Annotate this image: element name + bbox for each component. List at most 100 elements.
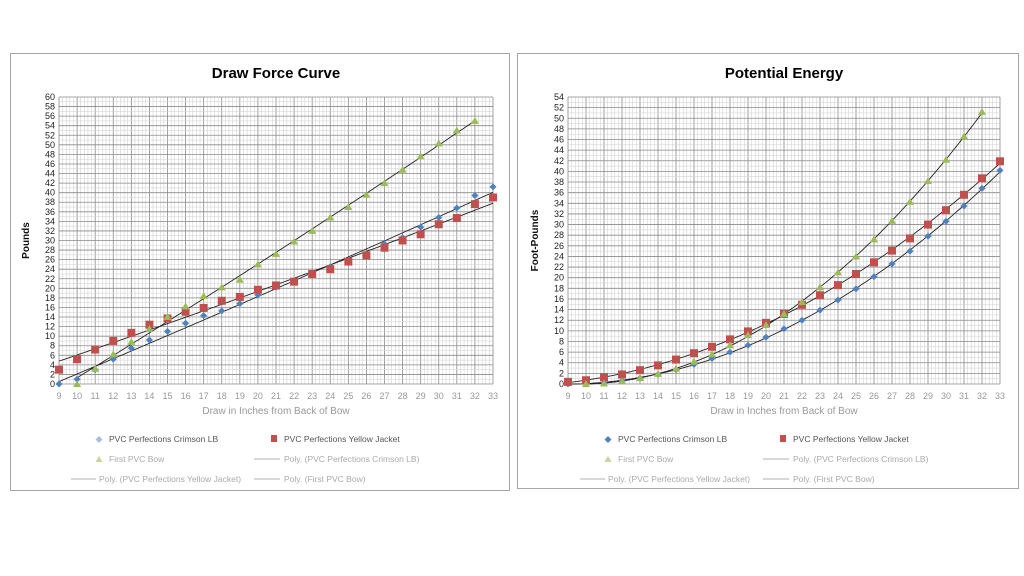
y-tick-label: 8 xyxy=(50,341,55,351)
x-tick-label: 15 xyxy=(671,391,681,401)
x-tick-label: 29 xyxy=(416,391,426,401)
y-tick-label: 56 xyxy=(45,111,55,121)
x-tick-label: 10 xyxy=(72,391,82,401)
y-tick-label: 36 xyxy=(45,207,55,217)
y-tick-label: 32 xyxy=(45,226,55,236)
y-tick-label: 2 xyxy=(559,368,564,378)
legend-yellow: PVC Perfections Yellow Jacket xyxy=(793,434,909,444)
x-tick-label: 25 xyxy=(343,391,353,401)
legend-triangle-icon xyxy=(604,456,612,462)
chart-title: Draw Force Curve xyxy=(212,65,340,82)
y-tick-label: 46 xyxy=(554,135,564,145)
x-tick-label: 13 xyxy=(126,391,136,401)
y-tick-label: 40 xyxy=(554,166,564,176)
legend: PVC Perfections Crimson LB PVC Perfection… xyxy=(580,434,929,484)
x-tick-label: 28 xyxy=(905,391,915,401)
chart-title: Potential Energy xyxy=(725,65,844,82)
x-tick-label: 11 xyxy=(599,391,608,401)
y-tick-label: 10 xyxy=(554,326,564,336)
x-tick-label: 23 xyxy=(307,391,317,401)
y-tick-label: 52 xyxy=(45,130,55,140)
y-tick-label: 30 xyxy=(45,236,55,246)
x-tick-label: 28 xyxy=(398,391,408,401)
y-axis-label: Foot-Pounds xyxy=(530,209,541,271)
legend-triangle-icon xyxy=(95,456,103,462)
draw-force-chart: Draw Force Curve024681012141618202224262… xyxy=(21,65,498,484)
y-tick-label: 50 xyxy=(554,113,564,123)
x-tick-label: 15 xyxy=(162,391,172,401)
x-tick-label: 18 xyxy=(725,391,735,401)
x-axis-label: Draw in Inches from Back of Bow xyxy=(202,406,350,417)
x-axis-label: Draw in Inches from Back of Bow xyxy=(710,406,858,417)
x-tick-label: 9 xyxy=(56,391,61,401)
x-tick-label: 21 xyxy=(779,391,789,401)
legend-poly-first: Poly. (First PVC Bow) xyxy=(793,474,875,484)
y-tick-label: 46 xyxy=(45,159,55,169)
y-tick-label: 48 xyxy=(45,149,55,159)
legend-crimson: PVC Perfections Crimson LB xyxy=(109,434,218,444)
x-tick-label: 23 xyxy=(815,391,825,401)
x-tick-label: 24 xyxy=(325,391,335,401)
x-tick-label: 26 xyxy=(869,391,879,401)
y-tick-label: 50 xyxy=(45,140,55,150)
y-tick-label: 6 xyxy=(50,350,55,360)
y-tick-label: 14 xyxy=(554,305,564,315)
y-tick-label: 32 xyxy=(554,209,564,219)
y-tick-label: 22 xyxy=(554,262,564,272)
x-tick-label: 20 xyxy=(761,391,771,401)
x-tick-label: 20 xyxy=(253,391,263,401)
x-tick-label: 32 xyxy=(977,391,987,401)
series-triangle-markers xyxy=(73,116,479,387)
x-tick-label: 18 xyxy=(217,391,227,401)
y-tick-label: 34 xyxy=(554,198,564,208)
legend-crimson: PVC Perfections Crimson LB xyxy=(618,434,727,444)
x-tick-label: 19 xyxy=(235,391,245,401)
x-tick-label: 17 xyxy=(707,391,717,401)
y-tick-label: 48 xyxy=(554,124,564,134)
x-tick-label: 12 xyxy=(617,391,627,401)
y-tick-label: 38 xyxy=(554,177,564,187)
x-tick-label: 30 xyxy=(941,391,951,401)
y-tick-label: 26 xyxy=(554,241,564,251)
y-tick-label: 12 xyxy=(45,322,55,332)
x-tick-label: 11 xyxy=(90,391,99,401)
x-tick-label: 17 xyxy=(199,391,209,401)
x-tick-label: 24 xyxy=(833,391,843,401)
y-tick-label: 42 xyxy=(45,178,55,188)
y-tick-label: 24 xyxy=(45,264,55,274)
y-tick-label: 28 xyxy=(45,245,55,255)
x-tick-label: 32 xyxy=(470,391,480,401)
y-tick-label: 36 xyxy=(554,188,564,198)
legend: PVC Perfections Crimson LB PVC Perfection… xyxy=(71,434,420,484)
legend-poly-first: Poly. (First PVC Bow) xyxy=(284,474,366,484)
x-tick-label: 22 xyxy=(289,391,299,401)
y-tick-label: 42 xyxy=(554,156,564,166)
legend-poly-crimson: Poly. (PVC Perfections Crimson LB) xyxy=(793,454,929,464)
x-tick-label: 13 xyxy=(635,391,645,401)
y-tick-label: 0 xyxy=(50,379,55,389)
y-tick-label: 30 xyxy=(554,220,564,230)
y-tick-label: 18 xyxy=(554,283,564,293)
legend-square-icon xyxy=(271,435,277,442)
potential-energy-chart: Potential Energy024681012141618202224262… xyxy=(530,65,1005,484)
y-tick-label: 12 xyxy=(554,315,564,325)
y-tick-label: 54 xyxy=(554,92,564,102)
draw-force-chart-panel: Draw Force Curve 0 2 4 6 8 10 12 14 16 18 20 22 24 26 2… xyxy=(10,53,510,491)
x-tick-label: 25 xyxy=(851,391,861,401)
legend-yellow: PVC Perfections Yellow Jacket xyxy=(284,434,400,444)
x-tick-label: 14 xyxy=(144,391,154,401)
x-tick-label: 30 xyxy=(434,391,444,401)
x-tick-label: 19 xyxy=(743,391,753,401)
y-tick-label: 6 xyxy=(559,347,564,357)
y-tick-label: 60 xyxy=(45,92,55,102)
potential-energy-chart-panel: Potential Energy 0 2 4 6 8 10 12 14 16 18 20 22 24 26 2… xyxy=(517,53,1019,489)
x-tick-label: 33 xyxy=(488,391,498,401)
y-tick-label: 4 xyxy=(559,358,564,368)
legend-diamond-icon xyxy=(604,436,612,443)
y-tick-label: 28 xyxy=(554,230,564,240)
y-tick-label: 58 xyxy=(45,102,55,112)
x-tick-label: 9 xyxy=(565,391,570,401)
y-tick-label: 24 xyxy=(554,251,564,261)
x-tick-label: 14 xyxy=(653,391,663,401)
x-tick-label: 21 xyxy=(271,391,281,401)
